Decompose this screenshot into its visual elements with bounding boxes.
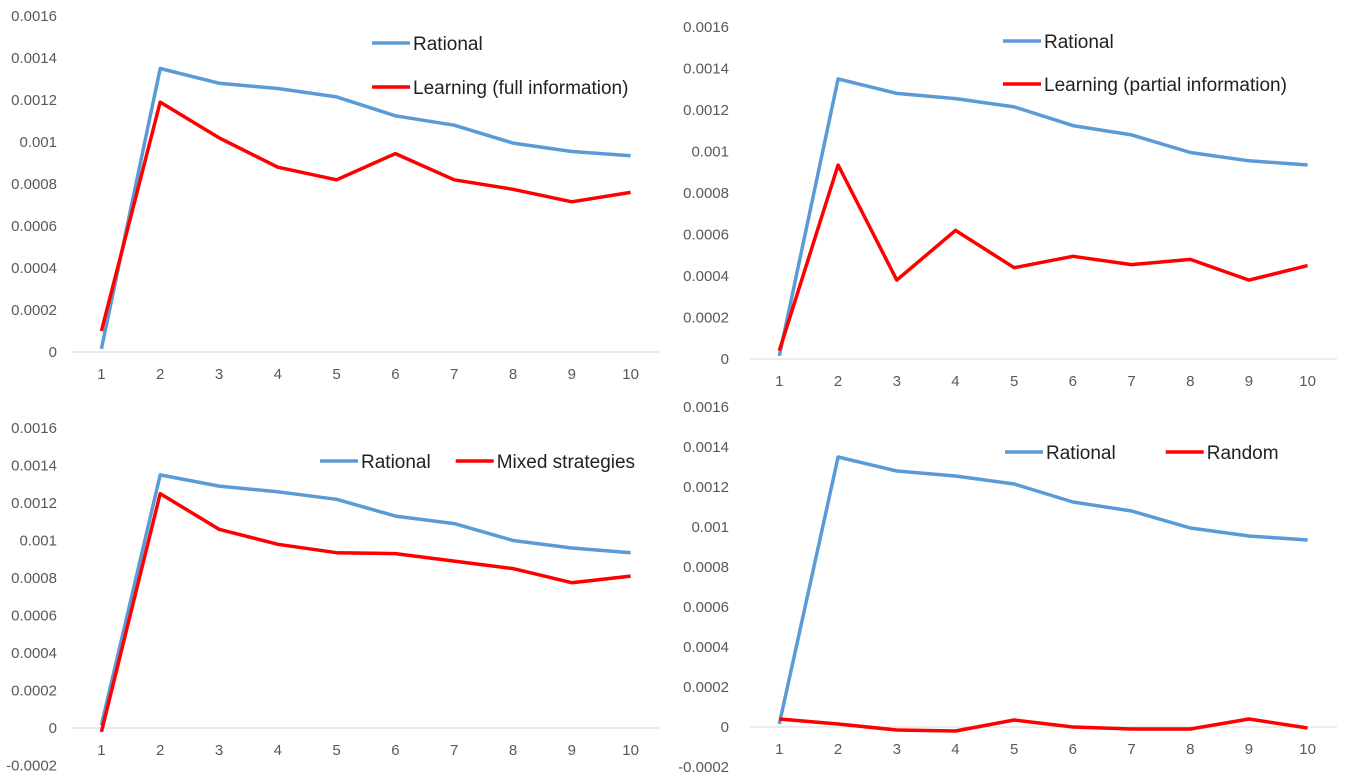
x-tick-label: 4 (951, 741, 959, 758)
y-tick-label: 0.0004 (11, 645, 57, 662)
x-tick-label: 4 (951, 373, 959, 390)
x-tick-label: 4 (274, 742, 282, 759)
x-tick-label: 6 (391, 742, 399, 759)
x-tick-label: 10 (1299, 373, 1316, 390)
x-tick-label: 1 (775, 373, 783, 390)
y-tick-label: 0.0004 (683, 268, 729, 285)
x-tick-label: 1 (97, 742, 105, 759)
series-line-random (779, 717, 1308, 733)
y-tick-label: 0.0014 (683, 439, 729, 456)
y-tick-label: 0.0006 (683, 599, 729, 616)
y-tick-label: 0 (49, 344, 57, 361)
chart-1: 0 0.0002 0.0004 0.0006 0.0008 0.001 0.0012 0.00… (11, 8, 660, 383)
chart-4: -0.0002 0 0.0002 0.0004 0.0006 0.0008 0.001 0.0… (678, 399, 1337, 773)
x-tick-label: 7 (450, 366, 458, 383)
x-tick-label: 9 (1245, 741, 1253, 758)
y-tick-label: 0.0002 (683, 679, 729, 696)
series-line-rational (99, 66, 631, 350)
x-tick-label: 5 (1010, 373, 1018, 390)
y-tick-label: 0.0008 (11, 176, 57, 193)
x-tick-label: 9 (568, 742, 576, 759)
y-tick-label: 0.001 (19, 134, 57, 151)
x-tick-label: 3 (893, 373, 901, 390)
legend-label: Mixed strategies (497, 452, 635, 473)
y-tick-label: 0.001 (691, 519, 729, 536)
y-tick-label: 0.0016 (683, 399, 729, 416)
y-tick-label: 0.0012 (683, 479, 729, 496)
x-tick-label: 3 (215, 366, 223, 383)
x-tick-label: 8 (1186, 373, 1194, 390)
series-line-rational (99, 473, 631, 726)
y-tick-label: 0.0004 (11, 260, 57, 277)
y-tick-label: 0.0006 (11, 608, 57, 625)
legend-label: Learning (partial information) (1044, 75, 1287, 96)
x-tick-label: 8 (509, 366, 517, 383)
legend-label: Rational (1044, 32, 1114, 53)
y-tick-label: 0.0006 (11, 218, 57, 235)
y-tick-label: 0.0016 (11, 420, 57, 437)
x-tick-label: 8 (1186, 741, 1194, 758)
legend-label: Rational (1046, 443, 1116, 464)
y-tick-label: 0.0016 (11, 8, 57, 25)
legend-label: Learning (full information) (413, 78, 628, 99)
y-tick-label: 0.0002 (683, 310, 729, 327)
chart-3: -0.0002 0 0.0002 0.0004 0.0006 0.0008 0.001 0.0… (6, 420, 660, 773)
y-tick-label: 0 (721, 351, 729, 368)
y-tick-label: 0.0014 (683, 61, 729, 78)
y-tick-label: 0.0008 (11, 570, 57, 587)
x-tick-label: 2 (156, 742, 164, 759)
series-line-learning-full-information (99, 100, 631, 332)
x-tick-label: 2 (156, 366, 164, 383)
y-tick-label: 0.0008 (683, 559, 729, 576)
y-tick-label: 0 (49, 720, 57, 737)
x-tick-label: 9 (568, 366, 576, 383)
y-tick-label: 0 (721, 719, 729, 736)
x-tick-label: 3 (893, 741, 901, 758)
x-tick-label: 7 (1127, 741, 1135, 758)
x-tick-label: 10 (622, 366, 639, 383)
y-tick-label: -0.0002 (6, 758, 57, 773)
x-tick-label: 6 (1069, 373, 1077, 390)
x-tick-label: 7 (450, 742, 458, 759)
x-tick-label: 5 (332, 742, 340, 759)
y-tick-label: 0.0012 (683, 102, 729, 119)
legend-label: Rational (361, 452, 431, 473)
y-tick-label: 0.0014 (11, 458, 57, 475)
y-tick-label: 0.0016 (683, 19, 729, 36)
series-line-learning-partial-information (777, 163, 1309, 352)
y-tick-label: 0.0002 (11, 302, 57, 319)
x-tick-label: 5 (332, 366, 340, 383)
x-tick-label: 1 (97, 366, 105, 383)
y-tick-label: 0.001 (691, 144, 729, 161)
x-tick-label: 10 (622, 742, 639, 759)
x-tick-label: 3 (215, 742, 223, 759)
y-tick-label: -0.0002 (678, 759, 729, 773)
x-tick-label: 9 (1245, 373, 1253, 390)
y-tick-label: 0.0002 (11, 683, 57, 700)
x-tick-label: 6 (1069, 741, 1077, 758)
series-line-rational (777, 455, 1308, 725)
x-tick-label: 2 (834, 373, 842, 390)
x-tick-label: 2 (834, 741, 842, 758)
x-tick-label: 7 (1127, 373, 1135, 390)
y-tick-label: 0.0004 (683, 639, 729, 656)
y-tick-label: 0.001 (19, 533, 57, 550)
x-tick-label: 4 (274, 366, 282, 383)
x-tick-label: 1 (775, 741, 783, 758)
x-tick-label: 6 (391, 366, 399, 383)
y-tick-label: 0.0014 (11, 50, 57, 67)
y-tick-label: 0.0012 (11, 495, 57, 512)
y-tick-label: 0.0008 (683, 185, 729, 202)
x-tick-label: 10 (1299, 741, 1316, 758)
x-tick-label: 5 (1010, 741, 1018, 758)
y-tick-label: 0.0012 (11, 92, 57, 109)
series-line-rational (777, 77, 1308, 357)
legend-label: Random (1207, 443, 1279, 464)
series-line-mixed-strategies (99, 491, 631, 733)
x-tick-label: 8 (509, 742, 517, 759)
y-tick-label: 0.0006 (683, 227, 729, 244)
legend-label: Rational (413, 34, 483, 55)
chart-2: 0 0.0002 0.0004 0.0006 0.0008 0.001 0.0012 0.00… (683, 19, 1337, 390)
